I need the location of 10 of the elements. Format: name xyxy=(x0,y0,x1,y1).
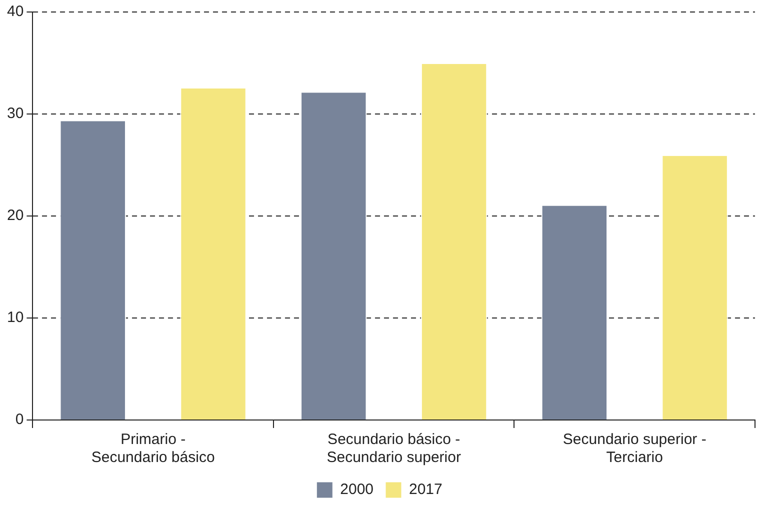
y-tick-label: 10 xyxy=(6,309,24,326)
legend-label: 2000 xyxy=(340,481,374,498)
x-tick-label: Secundario superior - Terciario xyxy=(562,431,706,466)
x-tick-label: Primario - Secundario básico xyxy=(91,431,215,466)
y-tick-label: 30 xyxy=(6,105,24,122)
x-tick-label: Secundario básico - Secundario superior xyxy=(326,431,461,466)
legend-label: 2017 xyxy=(409,481,442,498)
y-tick-label: 20 xyxy=(6,207,24,224)
y-tick-label: 0 xyxy=(15,411,24,428)
y-tick-label: 40 xyxy=(6,3,24,20)
